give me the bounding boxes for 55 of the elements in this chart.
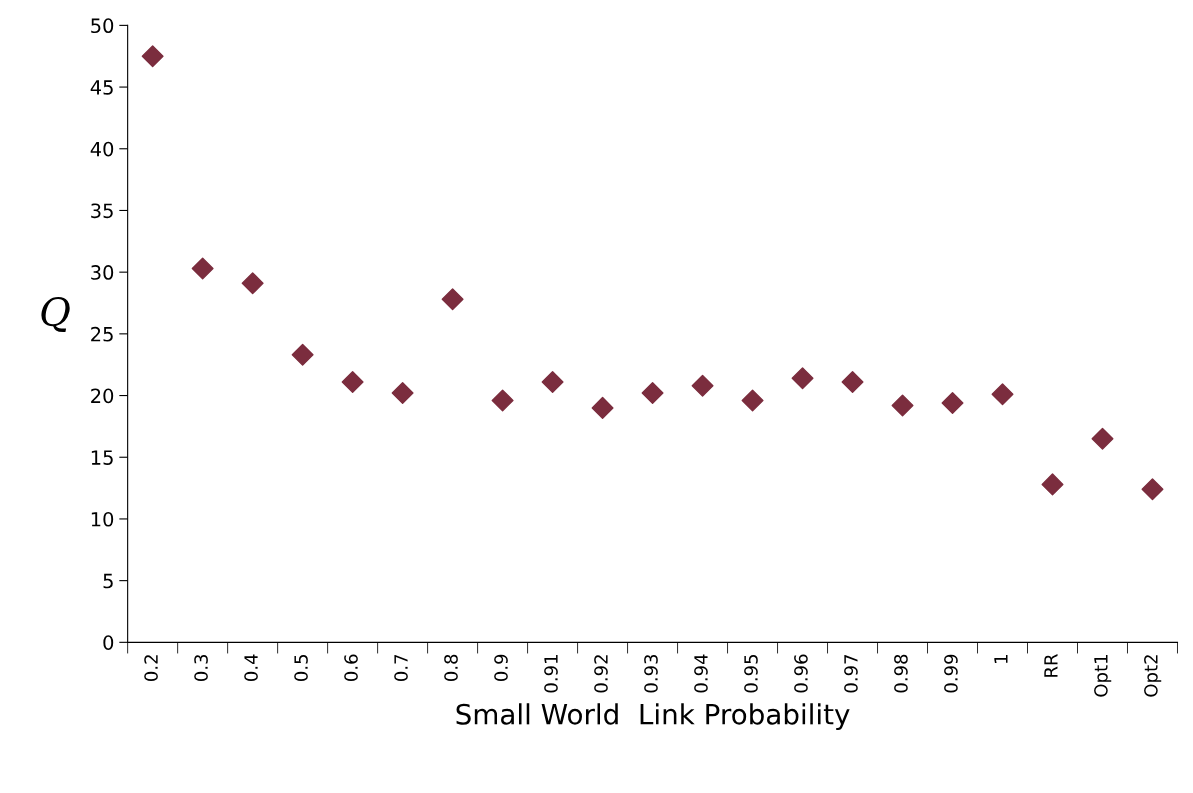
point [591, 396, 614, 419]
point [1141, 478, 1164, 501]
x-tick-label: 0.95 [744, 655, 758, 693]
point [341, 370, 364, 393]
x-tick-label: 0.93 [644, 654, 658, 693]
x-tick-label: 0.92 [594, 655, 608, 693]
point [241, 272, 264, 295]
point [491, 389, 514, 412]
point [191, 257, 214, 280]
x-tick-label: 0.4 [244, 654, 258, 681]
y-tick-label: 30 [91, 265, 114, 280]
point [541, 370, 564, 393]
point [391, 382, 414, 405]
point [991, 383, 1014, 406]
point [941, 391, 964, 414]
x-tick-label: 0.94 [694, 654, 708, 693]
x-tick-label: 0.91 [544, 655, 558, 693]
y-tick-label: 0 [103, 635, 114, 650]
y-tick-label: 15 [91, 450, 113, 465]
x-tick-label: 0.97 [844, 654, 858, 693]
point [791, 367, 814, 390]
point [741, 389, 764, 412]
y-tick-label: 45 [90, 80, 113, 95]
y-tick-label: 50 [91, 18, 114, 34]
y-axis-title: Q [41, 296, 70, 332]
point [141, 45, 164, 68]
x-tick-label: 0.3 [194, 654, 208, 681]
point [841, 370, 864, 393]
x-tick-label: 0.8 [444, 654, 458, 681]
x-tick-label: 0.98 [894, 654, 908, 693]
x-tick-label: Opt1 [1094, 655, 1112, 697]
point [641, 382, 664, 405]
y-tick-label: 5 [103, 573, 113, 589]
point [891, 394, 914, 417]
y-tick-label: 10 [91, 511, 114, 527]
x-axis-title: Small World Link Probability [456, 703, 850, 731]
y-tick-label: 20 [91, 388, 114, 404]
point [1091, 427, 1114, 450]
x-tick-label: 0.9 [494, 654, 508, 681]
x-tick-label: 0.2 [144, 655, 158, 681]
y-tick-label: 25 [91, 326, 113, 342]
x-tick-label: 0.99 [944, 654, 958, 693]
x-tick-label: 0.5 [294, 655, 308, 681]
x-tick-label: Opt2 [1144, 655, 1162, 697]
x-tick-label: 0.96 [794, 654, 808, 693]
point [441, 288, 464, 311]
x-tick-label: RR [1044, 653, 1058, 677]
x-tick-label: 0.7 [394, 654, 408, 681]
x-tick-label: 1 [994, 655, 1008, 663]
y-tick-label: 40 [90, 141, 114, 157]
y-tick-label: 35 [91, 203, 113, 219]
x-tick-label: 0.6 [344, 654, 358, 681]
point [1041, 473, 1064, 496]
point [291, 343, 314, 366]
point [691, 374, 714, 397]
